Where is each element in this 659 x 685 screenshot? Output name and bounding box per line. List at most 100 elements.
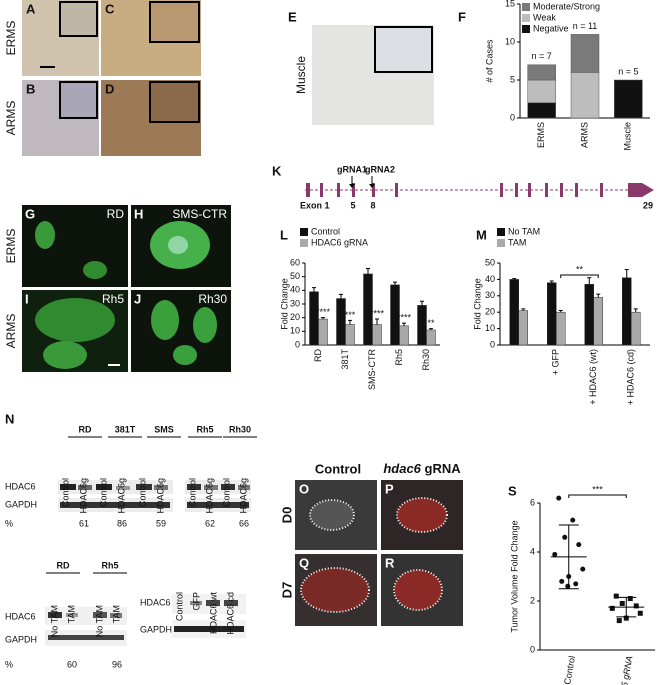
lane-label: HDAC6g [78, 478, 88, 514]
data-point [633, 603, 639, 609]
lane-label: Control [174, 592, 184, 621]
x-tick-label: + GFP [551, 349, 561, 375]
grna-label: gRNA2 [365, 164, 395, 174]
group-label: Rh5 [101, 560, 118, 570]
y-tick-label: 30 [485, 290, 495, 300]
group-label: Rh5 [196, 424, 213, 434]
bar-segment [527, 79, 556, 104]
column-label: hdac6 gRNA [383, 461, 461, 476]
x-tick-label: 381T [340, 348, 350, 369]
significance: ** [427, 318, 435, 328]
significance: *** [592, 484, 603, 494]
bar [426, 329, 436, 346]
group-label: RD [79, 424, 92, 434]
data-point [627, 596, 633, 602]
y-tick-label: 30 [290, 298, 300, 308]
ihc-images [22, 0, 201, 156]
data-point [573, 581, 579, 587]
bar [631, 311, 641, 346]
error-bar [339, 293, 343, 299]
cell-line-label: Rh30 [198, 292, 227, 306]
y-tick-label: 20 [485, 307, 495, 317]
error-bar [624, 269, 629, 278]
error-bar [558, 310, 563, 313]
percent: 96 [112, 659, 122, 669]
percent: 60 [67, 659, 77, 669]
group-label: 381T [115, 424, 136, 434]
significance: *** [345, 310, 356, 320]
n-label: n = 7 [532, 51, 552, 61]
x-tick-label: Control [562, 655, 577, 685]
panel-letter: Q [299, 555, 309, 570]
legend-swatch [497, 239, 505, 247]
data-point [570, 517, 576, 523]
cell-line-label: RD [107, 207, 125, 221]
panel-letter: C [105, 1, 115, 16]
significance: **** [316, 307, 331, 317]
bar [593, 297, 603, 346]
panel-letter: B [26, 81, 35, 96]
y-tick-label: 40 [485, 274, 495, 284]
data-point [616, 618, 622, 624]
error-bar [596, 293, 601, 298]
sd-bar [616, 596, 637, 618]
error-bar [393, 281, 397, 285]
panel-letter: G [25, 206, 35, 221]
significance: **** [397, 313, 412, 323]
lane-label: Control [60, 478, 70, 507]
x-tick-label: hdac6 gRNA [616, 655, 635, 685]
data-point [609, 605, 615, 611]
bar [318, 318, 328, 346]
cell-line-label: SMS-CTR [172, 207, 227, 221]
y-tick-label: 50 [485, 257, 495, 267]
bar-segment [527, 64, 556, 81]
lane-label: No TAM [49, 605, 59, 637]
n-label: n = 5 [618, 66, 638, 76]
significance: ** [576, 264, 584, 274]
x-tick-label: Rh5 [394, 349, 404, 366]
bar [417, 305, 427, 346]
panel-letter: P [385, 481, 394, 496]
y-tick-label: 0 [510, 112, 515, 122]
group-label: SMS [154, 424, 174, 434]
bar [518, 310, 528, 346]
gene-name: hdac6 [383, 461, 421, 476]
row-label: GAPDH [5, 499, 37, 509]
error-bar [321, 317, 325, 320]
lane-label: GFP [191, 592, 201, 611]
y-tick-label: 0 [530, 644, 535, 654]
panel-letter: M [476, 227, 487, 242]
bar [372, 324, 382, 346]
exon-label: 8 [370, 200, 375, 210]
row-label: HDAC6 [5, 481, 36, 491]
exon-label: 29 [643, 200, 653, 210]
legend-label: No TAM [508, 226, 540, 236]
row-label: ERMS [4, 21, 18, 56]
y-tick-label: 50 [290, 271, 300, 281]
error-bar [633, 308, 638, 313]
y-tick-label: 15 [505, 0, 515, 8]
row-label: HDAC6 [5, 611, 36, 621]
panel-letter: I [25, 291, 29, 306]
panel-letter: O [299, 481, 309, 496]
legend-label: TAM [508, 237, 526, 247]
bar [399, 325, 409, 346]
data-point [619, 600, 625, 606]
bar [547, 282, 557, 346]
bar [309, 291, 319, 346]
exon-label: 5 [350, 200, 355, 210]
bar [345, 324, 355, 346]
y-tick-label: 10 [485, 323, 495, 333]
lane-label: HDAC6g [116, 478, 126, 514]
grna-label: gRNA1 [337, 164, 367, 174]
panel-letter: F [458, 9, 466, 24]
panel-letter: A [26, 1, 36, 16]
error-bar [312, 287, 316, 292]
gene-diagram [305, 176, 654, 197]
data-point [623, 615, 629, 621]
panel-letter: J [134, 291, 141, 306]
legend-label: Control [311, 226, 340, 236]
error-bar [402, 322, 406, 326]
cell-line-label: Rh5 [102, 292, 124, 306]
data-point [559, 578, 565, 584]
